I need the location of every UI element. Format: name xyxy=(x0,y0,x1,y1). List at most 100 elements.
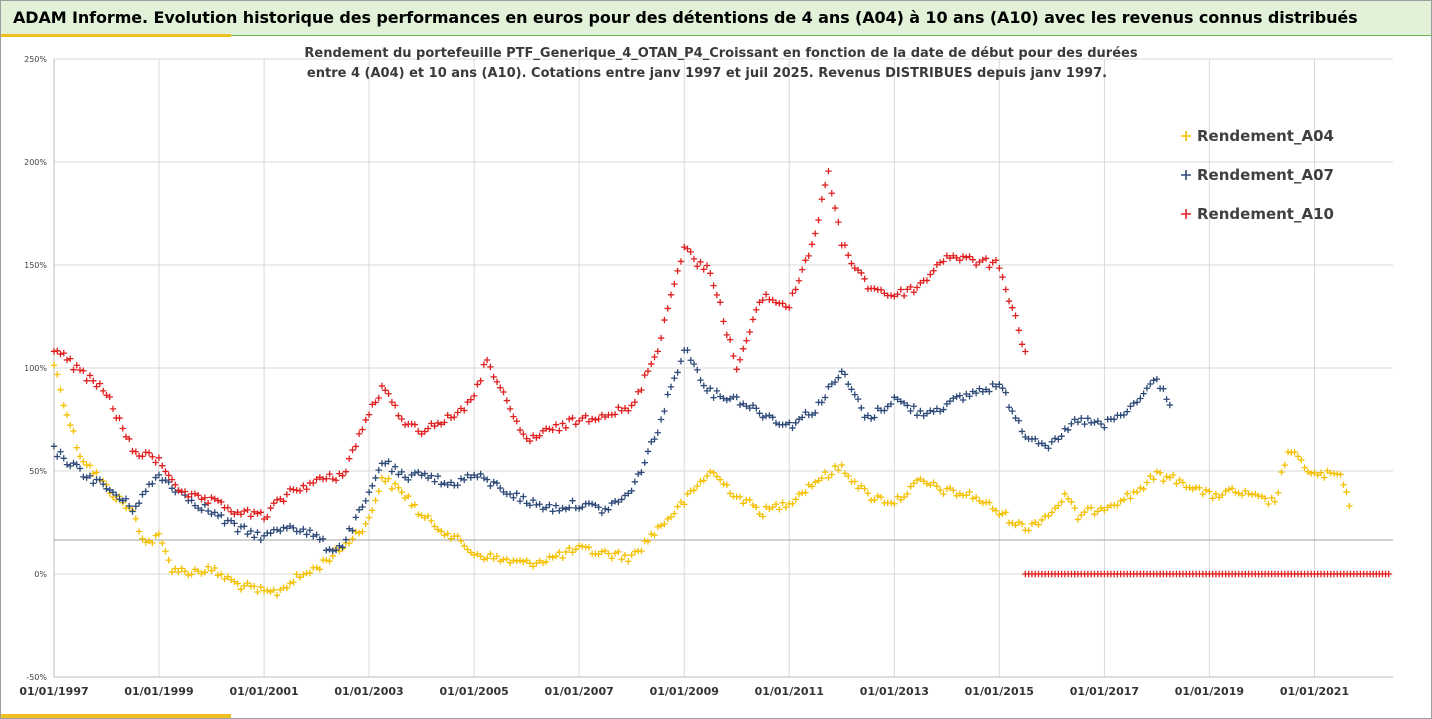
data-point xyxy=(707,385,714,392)
data-point xyxy=(805,252,812,260)
data-point xyxy=(346,525,353,532)
data-point xyxy=(799,414,806,421)
data-point xyxy=(191,490,199,497)
data-point xyxy=(1002,389,1009,396)
data-point xyxy=(917,407,924,415)
data-point xyxy=(562,424,570,432)
data-point xyxy=(979,499,986,507)
data-point xyxy=(437,481,445,488)
data-point xyxy=(57,350,64,358)
data-point xyxy=(1202,486,1210,494)
data-point xyxy=(726,336,734,343)
data-point xyxy=(598,548,606,555)
data-point xyxy=(470,471,478,479)
data-point xyxy=(864,490,872,497)
data-point xyxy=(437,421,445,428)
data-point xyxy=(634,470,642,478)
data-point xyxy=(76,465,84,472)
data-point xyxy=(782,504,790,511)
data-point xyxy=(1176,476,1183,484)
data-point xyxy=(900,493,908,501)
data-point xyxy=(57,386,64,393)
data-point xyxy=(119,425,126,432)
data-point xyxy=(369,482,376,489)
data-point xyxy=(641,371,648,379)
data-point xyxy=(76,453,84,460)
data-point xyxy=(1228,485,1236,492)
data-point xyxy=(375,394,382,402)
data-point xyxy=(736,356,744,363)
data-point xyxy=(1314,471,1321,479)
data-point xyxy=(585,418,593,425)
data-point xyxy=(60,402,67,409)
data-point xyxy=(877,286,885,294)
data-point xyxy=(605,550,612,557)
data-point xyxy=(385,475,392,482)
data-point xyxy=(625,490,632,497)
data-point xyxy=(766,505,773,513)
data-point xyxy=(936,259,944,266)
data-point xyxy=(681,501,688,508)
data-point xyxy=(795,490,803,498)
data-point xyxy=(556,507,563,514)
data-point xyxy=(992,507,1000,514)
data-point xyxy=(1215,494,1223,501)
data-point xyxy=(838,461,845,469)
data-point xyxy=(90,377,97,385)
data-point xyxy=(953,492,960,499)
data-point xyxy=(917,475,924,483)
data-point xyxy=(753,405,760,412)
data-point xyxy=(982,255,990,262)
data-point xyxy=(549,426,556,434)
data-point xyxy=(1084,415,1092,422)
data-point xyxy=(756,510,763,518)
data-point xyxy=(671,510,678,517)
data-point xyxy=(625,407,632,414)
data-point xyxy=(497,384,504,391)
data-point xyxy=(792,286,799,293)
data-point xyxy=(611,550,619,557)
data-point xyxy=(927,407,934,414)
data-point xyxy=(1048,438,1055,446)
data-point xyxy=(155,454,163,462)
data-point xyxy=(257,509,264,516)
data-point xyxy=(684,490,691,498)
data-point xyxy=(821,394,829,401)
y-tick-label: 150% xyxy=(24,261,47,270)
data-point xyxy=(930,408,937,415)
data-point xyxy=(349,527,356,534)
data-point xyxy=(434,526,442,533)
data-point xyxy=(513,557,520,565)
data-point xyxy=(434,472,442,480)
data-point xyxy=(828,471,835,478)
data-point xyxy=(897,286,905,293)
data-point xyxy=(808,411,816,419)
data-point xyxy=(1222,487,1229,495)
data-point xyxy=(1130,399,1137,407)
data-point xyxy=(388,485,396,493)
data-point xyxy=(874,405,881,412)
data-point xyxy=(769,504,776,511)
data-point xyxy=(1281,461,1288,469)
data-point xyxy=(536,432,543,439)
data-point xyxy=(198,570,205,577)
data-point xyxy=(277,586,284,593)
data-point xyxy=(575,505,583,512)
data-point xyxy=(972,261,980,269)
data-point xyxy=(135,499,143,507)
data-point xyxy=(431,478,438,485)
data-point xyxy=(1150,476,1157,483)
data-point xyxy=(50,362,58,369)
data-point xyxy=(818,399,826,406)
data-point xyxy=(506,559,514,566)
data-point xyxy=(549,508,556,515)
data-point xyxy=(556,548,563,556)
data-point xyxy=(359,426,366,433)
data-point xyxy=(1078,511,1085,519)
data-point xyxy=(1022,433,1029,441)
data-point xyxy=(654,523,661,530)
data-point xyxy=(1189,485,1197,493)
x-tick-label: 01/01/2015 xyxy=(965,685,1034,698)
data-point xyxy=(746,328,753,336)
data-point xyxy=(500,488,507,496)
